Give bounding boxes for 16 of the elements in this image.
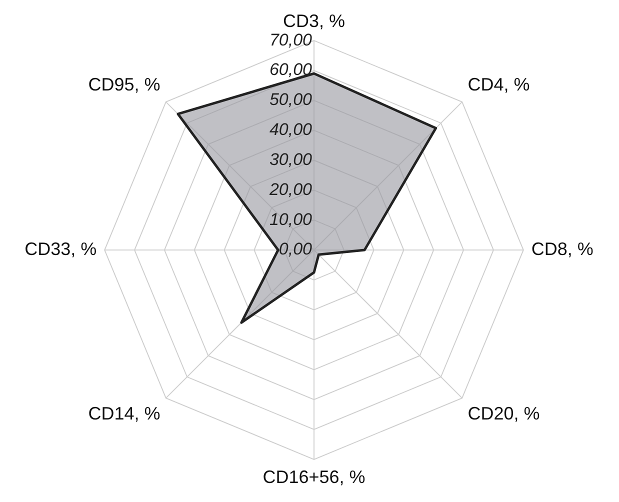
y-tick-label: 30,00: [269, 150, 313, 169]
spoke-label: CD3, %: [282, 10, 346, 31]
y-tick-label: 40,00: [269, 120, 313, 140]
y-tick-label: 0,00: [278, 240, 313, 259]
spoke-label: CD14, %: [88, 403, 160, 424]
spoke-label: CD16+56, %: [262, 467, 366, 488]
spoke-label: CD4, %: [468, 74, 530, 94]
y-tick-label: 10,00: [269, 210, 313, 229]
y-tick-label: 70,00: [269, 30, 313, 50]
y-tick-label: 50,00: [269, 90, 313, 110]
spoke-label: CD20, %: [468, 403, 540, 424]
spoke-label: CD33, %: [24, 238, 97, 259]
spoke-label: CD95, %: [88, 74, 160, 94]
y-tick-label: 20,00: [268, 180, 313, 199]
spoke-label: CD8, %: [531, 238, 594, 259]
y-tick-label: 60,00: [269, 60, 313, 80]
